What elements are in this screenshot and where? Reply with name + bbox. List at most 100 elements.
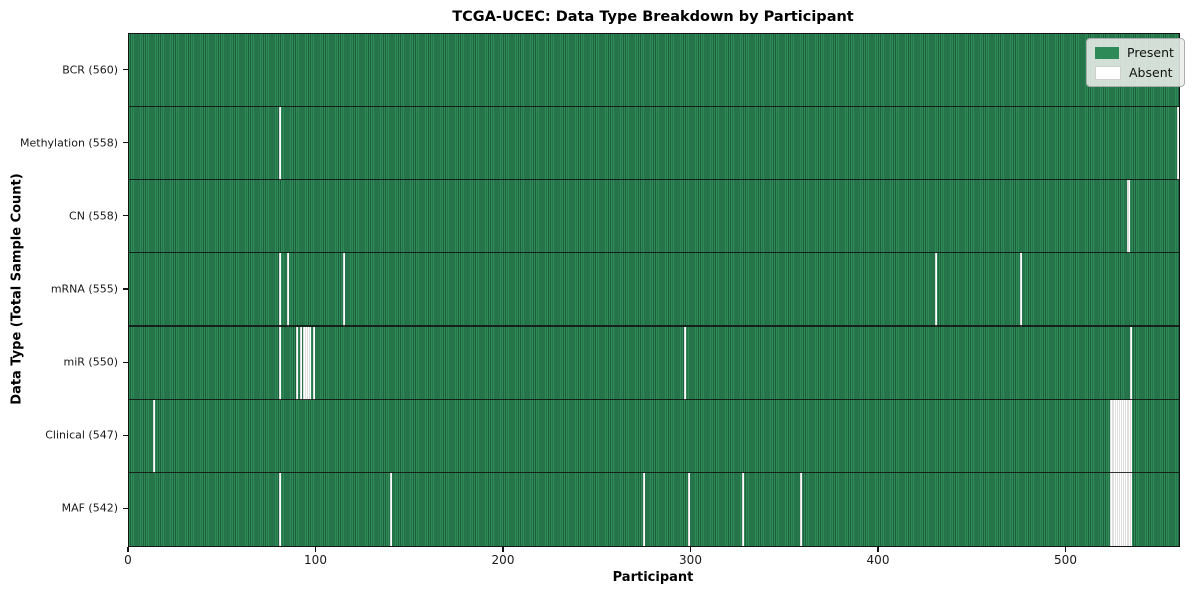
row-separator bbox=[129, 252, 1179, 254]
absent-cell bbox=[342, 253, 345, 327]
y-tick-mark bbox=[123, 361, 128, 363]
absent-cell bbox=[1130, 472, 1133, 546]
y-tick-mark bbox=[123, 215, 128, 217]
absent-cell bbox=[1128, 472, 1131, 546]
row-mrna bbox=[129, 253, 1179, 327]
absent-cell bbox=[1115, 472, 1118, 546]
absent-cell bbox=[1019, 253, 1022, 327]
row-bcr bbox=[129, 34, 1179, 108]
absent-cell bbox=[1177, 107, 1179, 181]
absent-cell bbox=[1120, 472, 1123, 546]
x-tick-label: 0 bbox=[124, 553, 132, 567]
absent-cell bbox=[286, 253, 289, 327]
row-separator bbox=[129, 179, 1179, 181]
absent-cell bbox=[684, 326, 687, 400]
x-tick-mark bbox=[502, 546, 504, 552]
y-tick-label: miR (550) bbox=[63, 355, 119, 369]
absent-cell bbox=[742, 472, 745, 546]
y-tick-label: CN (558) bbox=[69, 209, 118, 223]
row-separator bbox=[129, 398, 1179, 400]
legend-item-absent: Absent bbox=[1095, 65, 1174, 80]
absent-cell bbox=[309, 326, 312, 400]
row-separator bbox=[129, 471, 1179, 473]
absent-cell bbox=[1120, 399, 1123, 473]
x-tick-mark bbox=[1064, 546, 1067, 552]
absent-cell bbox=[303, 326, 306, 400]
absent-cell bbox=[279, 326, 282, 400]
absent-cell bbox=[1109, 472, 1112, 546]
absent-cell bbox=[1113, 399, 1116, 473]
legend-item-present: Present bbox=[1095, 45, 1174, 60]
legend-label: Absent bbox=[1129, 65, 1173, 80]
y-tick-label: BCR (560) bbox=[62, 63, 118, 77]
x-tick-mark bbox=[689, 546, 692, 552]
absent-cell bbox=[1126, 180, 1129, 254]
absent-cell bbox=[1122, 399, 1125, 473]
absent-cell bbox=[153, 399, 156, 473]
row-clinical bbox=[129, 399, 1179, 473]
x-tick-label: 100 bbox=[304, 553, 327, 567]
row-separator bbox=[129, 105, 1179, 108]
plot-area bbox=[128, 33, 1180, 547]
absent-cell bbox=[1130, 399, 1133, 473]
y-tick-mark bbox=[123, 434, 128, 436]
y-tick-label: Clinical (547) bbox=[45, 428, 118, 442]
absent-cell bbox=[307, 326, 310, 400]
absent-cell bbox=[389, 472, 392, 546]
x-tick-label: 300 bbox=[679, 553, 702, 567]
row-separator bbox=[129, 325, 1179, 327]
absent-cell bbox=[1126, 472, 1129, 546]
x-tick-label: 200 bbox=[491, 553, 515, 567]
absent-cell bbox=[299, 326, 302, 400]
y-axis-label: Data Type (Total Sample Count) bbox=[9, 173, 25, 405]
absent-cell bbox=[279, 472, 282, 546]
chart-title: TCGA-UCEC: Data Type Breakdown by Partic… bbox=[452, 9, 854, 25]
y-tick-label: MAF (542) bbox=[61, 501, 118, 515]
y-tick-mark bbox=[123, 507, 128, 510]
row-methylation bbox=[129, 107, 1179, 181]
row-maf bbox=[129, 472, 1179, 546]
y-tick-label: mRNA (555) bbox=[50, 282, 118, 296]
absent-cell bbox=[687, 472, 690, 546]
absent-cell bbox=[800, 472, 803, 546]
absent-cell bbox=[305, 326, 308, 400]
absent-cell bbox=[1111, 472, 1114, 546]
y-tick-label: Methylation (558) bbox=[20, 136, 118, 150]
x-tick-mark bbox=[127, 546, 129, 552]
row-cn bbox=[129, 180, 1179, 254]
absent-cell bbox=[1113, 472, 1116, 546]
legend-label: Present bbox=[1127, 45, 1174, 60]
absent-cell bbox=[1124, 399, 1127, 473]
absent-cell bbox=[642, 472, 645, 546]
y-tick-mark bbox=[123, 142, 128, 144]
absent-cell bbox=[295, 326, 298, 400]
y-tick-mark bbox=[123, 68, 128, 71]
legend-swatch-icon bbox=[1095, 46, 1119, 59]
x-tick-mark bbox=[314, 546, 317, 552]
absent-cell bbox=[1124, 472, 1127, 546]
absent-cell bbox=[1115, 399, 1118, 473]
absent-cell bbox=[1128, 399, 1131, 473]
absent-cell bbox=[935, 253, 938, 327]
y-tick-mark bbox=[123, 288, 128, 290]
absent-cell bbox=[1117, 399, 1120, 473]
absent-cell bbox=[1109, 399, 1112, 473]
legend-swatch-icon bbox=[1095, 65, 1121, 80]
absent-cell bbox=[1128, 180, 1131, 254]
x-tick-label: 400 bbox=[866, 553, 890, 567]
absent-cell bbox=[279, 253, 282, 327]
x-tick-label: 500 bbox=[1054, 553, 1077, 567]
absent-cell bbox=[1119, 472, 1122, 546]
absent-cell bbox=[1126, 399, 1129, 473]
absent-cell bbox=[312, 326, 315, 400]
absent-cell bbox=[1117, 472, 1120, 546]
row-mir bbox=[129, 326, 1179, 400]
absent-cell bbox=[279, 107, 282, 181]
x-tick-mark bbox=[877, 546, 879, 552]
x-axis-label: Participant bbox=[612, 570, 694, 585]
absent-cell bbox=[1130, 326, 1133, 400]
absent-cell bbox=[1122, 472, 1125, 546]
absent-cell bbox=[1111, 399, 1114, 473]
legend: Present Absent bbox=[1086, 38, 1185, 87]
